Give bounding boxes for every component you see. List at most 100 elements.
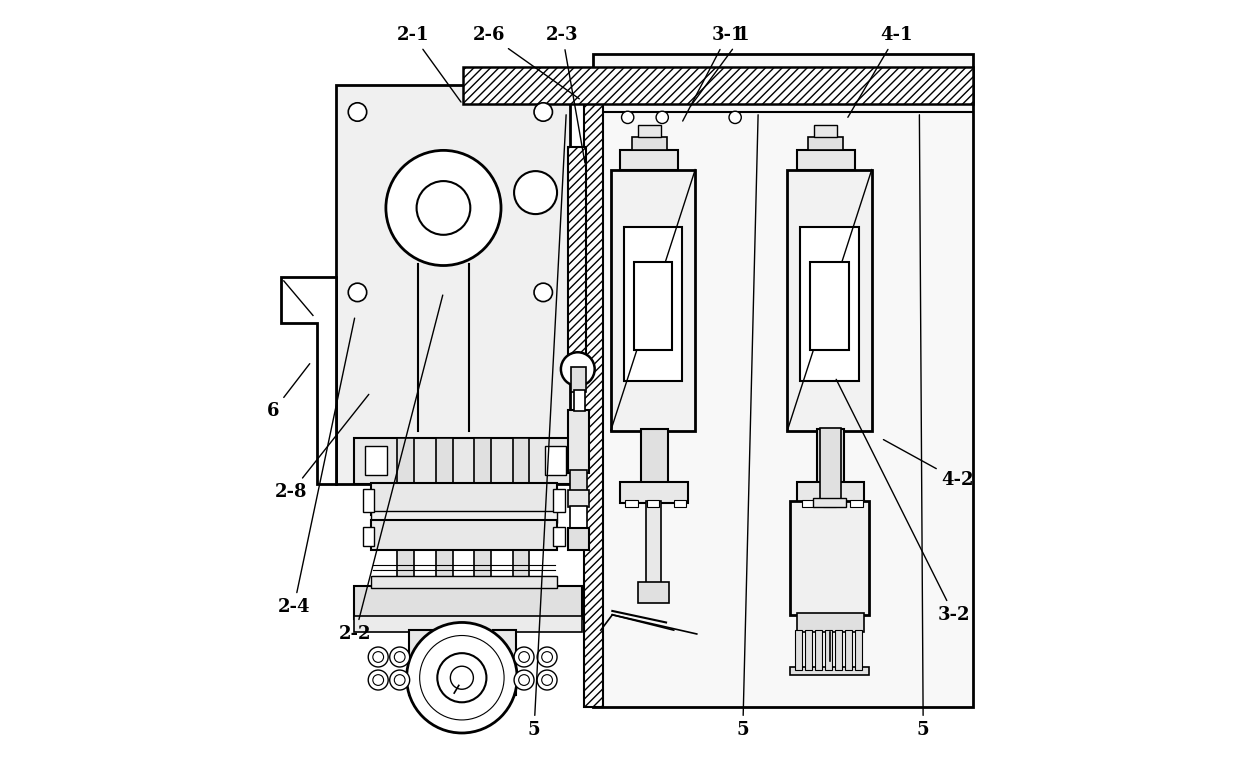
Text: 4-1: 4-1 bbox=[848, 26, 913, 118]
Bar bbox=[570, 367, 587, 392]
Text: 1: 1 bbox=[691, 26, 749, 106]
Circle shape bbox=[518, 651, 529, 662]
Circle shape bbox=[348, 283, 367, 301]
Bar bbox=[808, 137, 843, 151]
Text: 2-3: 2-3 bbox=[546, 26, 585, 163]
Circle shape bbox=[419, 635, 505, 720]
Bar bbox=[574, 390, 585, 411]
Bar bbox=[371, 483, 557, 515]
Bar bbox=[620, 482, 687, 504]
Bar bbox=[631, 137, 667, 151]
Bar bbox=[568, 491, 589, 508]
Bar bbox=[336, 85, 570, 484]
Circle shape bbox=[389, 670, 409, 690]
Circle shape bbox=[515, 647, 534, 667]
Bar bbox=[844, 630, 852, 670]
Bar bbox=[611, 170, 696, 431]
Circle shape bbox=[518, 674, 529, 685]
Bar bbox=[811, 261, 848, 350]
Bar bbox=[825, 630, 832, 670]
Bar bbox=[353, 616, 583, 631]
Circle shape bbox=[386, 151, 501, 265]
Bar bbox=[805, 630, 812, 670]
Bar bbox=[815, 630, 822, 670]
Bar bbox=[397, 438, 414, 614]
Bar bbox=[817, 429, 844, 484]
Bar bbox=[512, 438, 529, 614]
Bar bbox=[647, 500, 660, 508]
Bar bbox=[570, 506, 587, 531]
Circle shape bbox=[407, 622, 517, 733]
Circle shape bbox=[373, 674, 383, 685]
Bar bbox=[353, 587, 583, 618]
Bar bbox=[639, 582, 670, 603]
Text: 6: 6 bbox=[267, 364, 310, 421]
Bar bbox=[584, 103, 603, 707]
Bar bbox=[673, 500, 686, 508]
Bar bbox=[854, 630, 862, 670]
Text: 2-1: 2-1 bbox=[397, 26, 461, 102]
Bar bbox=[353, 438, 583, 484]
Circle shape bbox=[537, 647, 557, 667]
Text: 2-2: 2-2 bbox=[339, 295, 443, 643]
Circle shape bbox=[515, 670, 534, 690]
Circle shape bbox=[368, 670, 388, 690]
Bar bbox=[553, 527, 564, 546]
Text: 3-1: 3-1 bbox=[683, 26, 744, 121]
Circle shape bbox=[542, 674, 553, 685]
Circle shape bbox=[537, 670, 557, 690]
Bar bbox=[544, 446, 567, 475]
Bar bbox=[796, 151, 854, 170]
Bar bbox=[634, 261, 672, 350]
Circle shape bbox=[515, 171, 557, 214]
Bar bbox=[790, 501, 869, 614]
Bar bbox=[851, 500, 863, 508]
Text: 5: 5 bbox=[528, 115, 567, 739]
Text: 5: 5 bbox=[916, 115, 930, 739]
Bar bbox=[371, 521, 557, 550]
Circle shape bbox=[621, 112, 634, 124]
Circle shape bbox=[542, 651, 553, 662]
Bar bbox=[409, 630, 432, 695]
Bar bbox=[796, 482, 864, 504]
Text: 3-2: 3-2 bbox=[836, 379, 970, 624]
Circle shape bbox=[450, 666, 474, 689]
Bar bbox=[800, 227, 859, 381]
Circle shape bbox=[656, 112, 668, 124]
Bar bbox=[820, 428, 841, 501]
Circle shape bbox=[534, 103, 553, 122]
Circle shape bbox=[534, 283, 553, 301]
Bar bbox=[625, 500, 637, 508]
Bar bbox=[823, 500, 836, 508]
Text: 4-2: 4-2 bbox=[883, 440, 973, 489]
Bar bbox=[796, 613, 864, 631]
Bar bbox=[802, 500, 815, 508]
Circle shape bbox=[560, 352, 595, 386]
Bar bbox=[568, 147, 587, 361]
Bar bbox=[787, 170, 872, 431]
Bar bbox=[637, 125, 661, 137]
Circle shape bbox=[389, 647, 409, 667]
Text: 2-8: 2-8 bbox=[275, 394, 368, 501]
Bar bbox=[646, 501, 661, 584]
Circle shape bbox=[394, 674, 405, 685]
Circle shape bbox=[348, 103, 367, 122]
Bar bbox=[463, 68, 973, 105]
Bar bbox=[474, 438, 491, 614]
Bar bbox=[813, 498, 847, 508]
Bar bbox=[568, 410, 589, 473]
Text: 5: 5 bbox=[737, 115, 758, 739]
Bar bbox=[371, 577, 557, 588]
Circle shape bbox=[729, 112, 742, 124]
Bar bbox=[624, 227, 682, 381]
Bar bbox=[363, 489, 374, 512]
Circle shape bbox=[394, 651, 405, 662]
Text: 2-4: 2-4 bbox=[278, 318, 355, 616]
Bar bbox=[790, 667, 869, 674]
Bar bbox=[494, 630, 516, 695]
Circle shape bbox=[368, 647, 388, 667]
Bar bbox=[435, 438, 453, 614]
Bar bbox=[553, 489, 564, 512]
Bar bbox=[641, 429, 667, 484]
Text: 2-6: 2-6 bbox=[474, 26, 579, 99]
